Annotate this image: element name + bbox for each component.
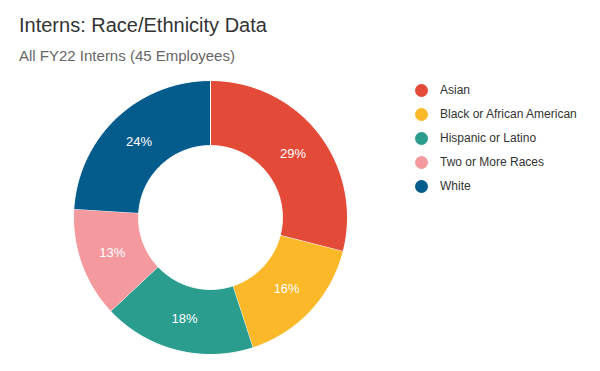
svg-text:18%: 18% bbox=[172, 311, 198, 326]
html-text:White: White bbox=[440, 179, 471, 193]
html-text:Two or More Races: Two or More Races bbox=[440, 155, 544, 169]
svg-text:29%: 29% bbox=[280, 146, 306, 161]
html-text:Interns: Race/Ethnicity Data: Interns: Race/Ethnicity Data bbox=[19, 14, 267, 36]
html-text:All FY22 Interns (45 Employees: All FY22 Interns (45 Employees) bbox=[19, 47, 235, 64]
html-text:Asian: Asian bbox=[440, 83, 470, 97]
html-text:Black or African American: Black or African American bbox=[440, 107, 577, 121]
html-text:Hispanic or Latino: Hispanic or Latino bbox=[440, 131, 537, 145]
svg-text:13%: 13% bbox=[99, 245, 125, 260]
svg-text:16%: 16% bbox=[274, 281, 300, 296]
svg-text:24%: 24% bbox=[126, 134, 152, 149]
